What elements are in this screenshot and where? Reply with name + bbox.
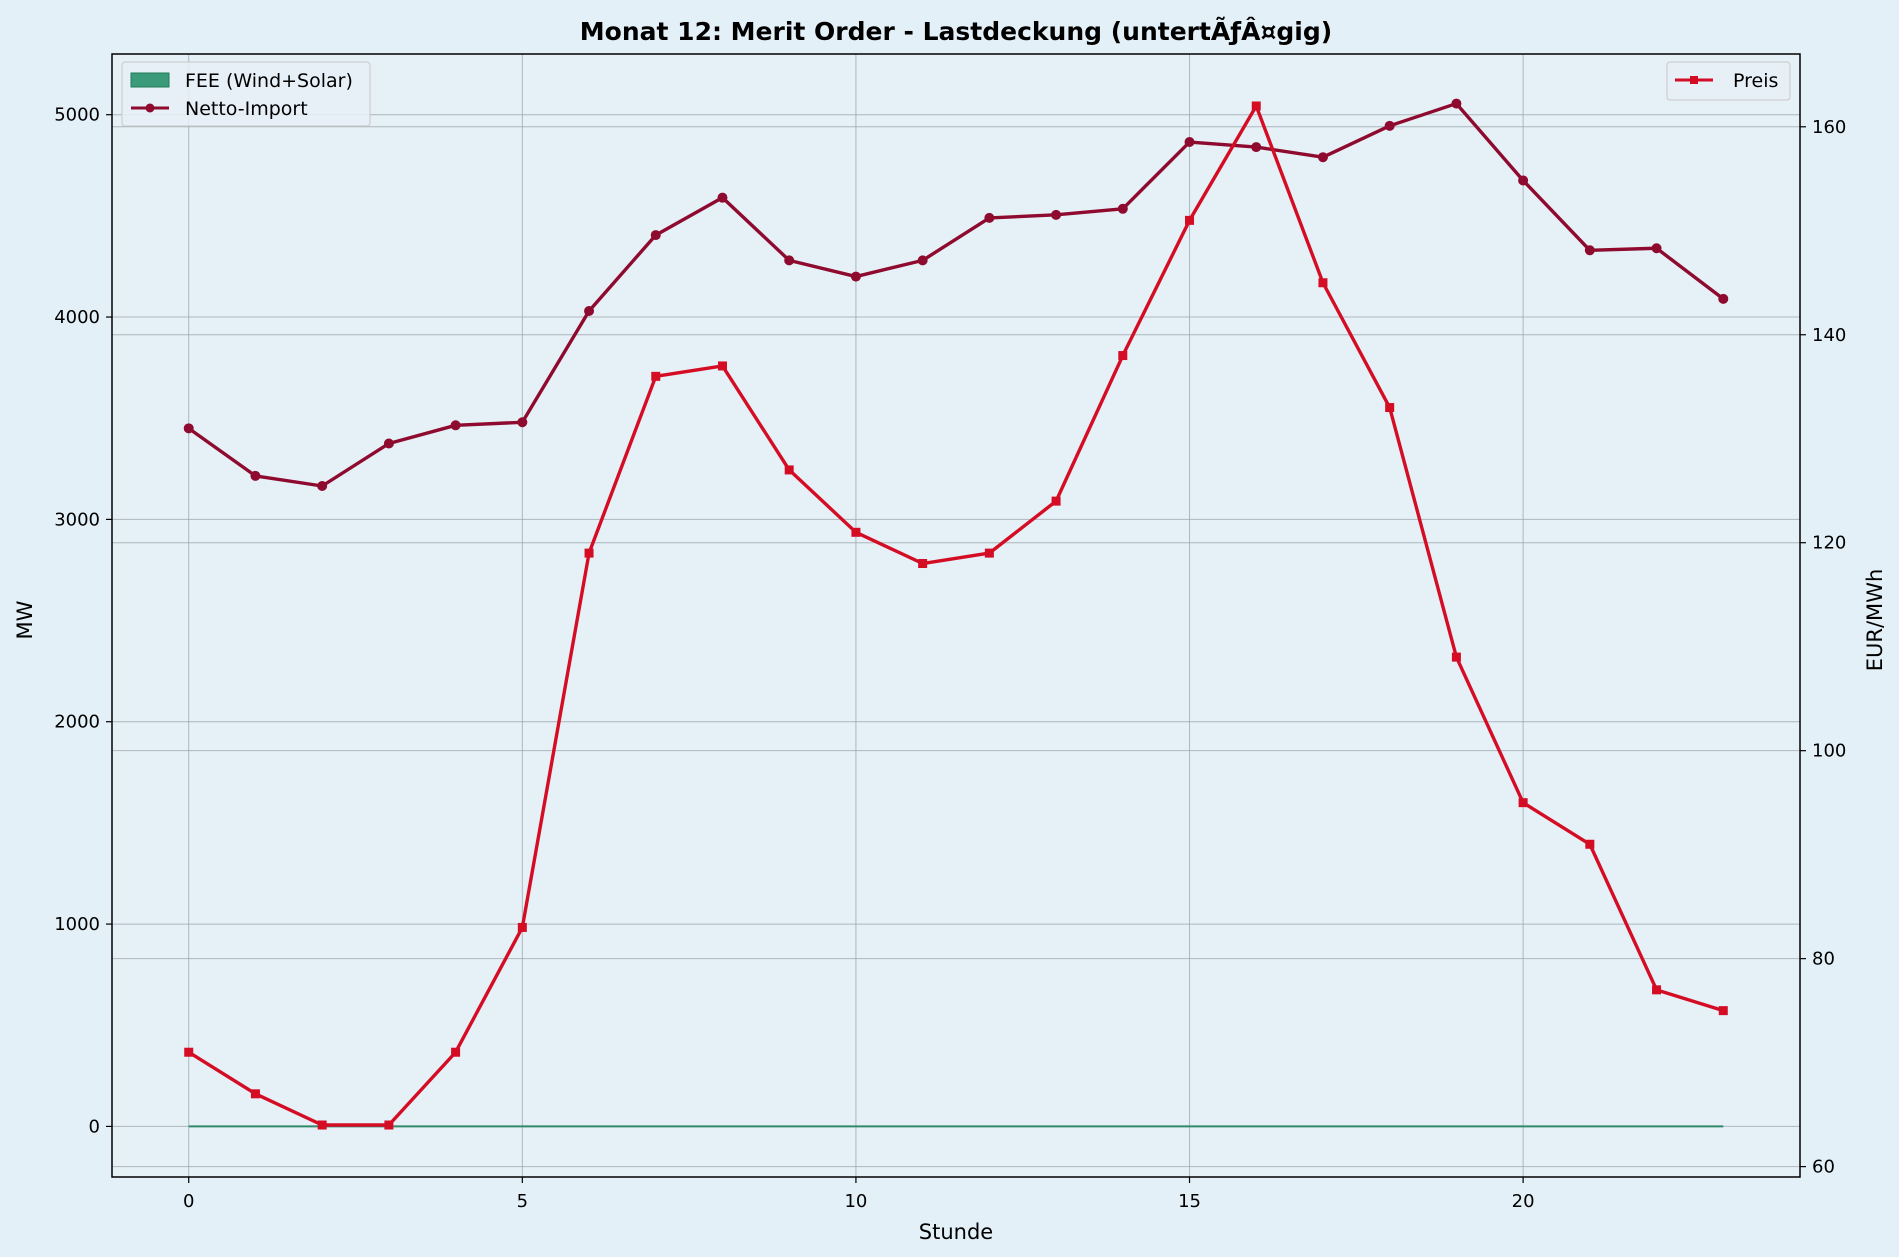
data-point-netto-import bbox=[317, 481, 328, 492]
legend-label-netto-import: Netto-Import bbox=[185, 98, 308, 120]
data-point-preis bbox=[1118, 351, 1128, 361]
x-tick-label: 15 bbox=[1178, 1191, 1201, 1212]
data-point-preis bbox=[384, 1120, 394, 1130]
data-point-preis bbox=[317, 1120, 327, 1130]
data-point-netto-import bbox=[1651, 243, 1662, 254]
axis-ticks: 0 5 10 15 20 0 1000 2000 3000 4000 5000 60 80 100 120 1… bbox=[54, 105, 1846, 1212]
data-point-preis bbox=[517, 922, 527, 932]
legend-right-box bbox=[1666, 61, 1791, 101]
data-point-netto-import bbox=[1718, 293, 1729, 304]
data-point-preis bbox=[918, 559, 928, 569]
y-tick-label: 3000 bbox=[54, 509, 100, 530]
data-point-netto-import bbox=[984, 212, 995, 223]
x-tick-label: 0 bbox=[183, 1191, 194, 1212]
y2-axis-label: EUR/MWh bbox=[1863, 569, 1887, 672]
y2-tick-label: 100 bbox=[1812, 741, 1846, 762]
data-point-preis bbox=[1318, 278, 1328, 288]
data-point-preis bbox=[784, 465, 794, 475]
legend-right: Preis bbox=[1666, 61, 1791, 101]
data-point-preis bbox=[984, 548, 994, 558]
data-point-preis bbox=[1185, 215, 1195, 225]
data-point-preis bbox=[1652, 985, 1662, 995]
data-point-netto-import bbox=[1317, 152, 1328, 163]
data-point-netto-import bbox=[1117, 203, 1128, 214]
y-tick-label: 1000 bbox=[54, 914, 100, 935]
y-tick-label: 5000 bbox=[54, 105, 100, 126]
plot-area bbox=[112, 54, 1800, 1177]
series-line-netto-import bbox=[187, 101, 1725, 488]
data-point-netto-import bbox=[1384, 120, 1395, 131]
data-point-netto-import bbox=[250, 470, 261, 481]
data-point-netto-import bbox=[450, 420, 461, 431]
data-point-preis bbox=[1051, 496, 1061, 506]
data-point-preis bbox=[1251, 101, 1261, 111]
y-tick-label: 4000 bbox=[54, 307, 100, 328]
y2-tick-label: 80 bbox=[1812, 949, 1835, 970]
y2-tick-label: 60 bbox=[1812, 1157, 1835, 1178]
legend-swatch-fee bbox=[130, 72, 170, 88]
data-point-preis bbox=[584, 548, 594, 558]
data-point-netto-import bbox=[183, 423, 194, 434]
data-point-preis bbox=[1518, 798, 1528, 808]
legend-label-preis: Preis bbox=[1733, 70, 1778, 92]
y-tick-label: 2000 bbox=[54, 712, 100, 733]
x-tick-label: 5 bbox=[517, 1191, 528, 1212]
legend-swatch-netto-import-marker bbox=[145, 103, 155, 113]
y2-tick-label: 160 bbox=[1812, 117, 1846, 138]
y-tick-label: 0 bbox=[89, 1116, 100, 1137]
data-point-netto-import bbox=[1051, 209, 1062, 220]
data-point-preis bbox=[851, 527, 861, 537]
data-point-preis bbox=[184, 1047, 194, 1057]
series-line-preis bbox=[187, 104, 1724, 1127]
data-point-preis bbox=[1585, 839, 1595, 849]
data-point-netto-import bbox=[850, 271, 861, 282]
series-markers-layer bbox=[183, 98, 1729, 1130]
data-point-netto-import bbox=[1251, 142, 1262, 153]
data-point-netto-import bbox=[717, 192, 728, 203]
x-tick-label: 20 bbox=[1512, 1191, 1535, 1212]
series-lines-layer bbox=[187, 101, 1725, 1127]
data-point-netto-import bbox=[650, 230, 661, 241]
data-point-preis bbox=[451, 1047, 461, 1057]
data-point-netto-import bbox=[1518, 175, 1529, 186]
data-point-preis bbox=[717, 361, 727, 371]
data-point-netto-import bbox=[584, 305, 595, 316]
data-point-netto-import bbox=[1584, 245, 1595, 256]
data-point-netto-import bbox=[1184, 137, 1195, 148]
legend-swatch-preis-marker bbox=[1690, 76, 1698, 84]
legend-left: FEE (Wind+Solar) Netto-Import bbox=[121, 61, 371, 127]
data-point-preis bbox=[1385, 403, 1395, 413]
data-point-netto-import bbox=[1451, 98, 1462, 109]
grid bbox=[112, 54, 1800, 1177]
x-axis-label: Stunde bbox=[919, 1220, 993, 1244]
y-axis-label: MW bbox=[13, 600, 37, 639]
data-point-netto-import bbox=[784, 255, 795, 266]
data-point-preis bbox=[651, 371, 661, 381]
legend-left-box bbox=[121, 61, 371, 127]
plot-frame bbox=[111, 53, 1801, 1178]
data-point-netto-import bbox=[917, 255, 928, 266]
chart-title: Monat 12: Merit Order - Lastdeckung (unt… bbox=[580, 17, 1332, 46]
x-tick-label: 10 bbox=[844, 1191, 867, 1212]
data-point-preis bbox=[250, 1089, 260, 1099]
y2-tick-label: 120 bbox=[1812, 533, 1846, 554]
data-point-preis bbox=[1718, 1006, 1728, 1016]
data-point-preis bbox=[1451, 652, 1461, 662]
legend-label-fee: FEE (Wind+Solar) bbox=[185, 70, 353, 92]
y2-tick-label: 140 bbox=[1812, 325, 1846, 346]
data-point-netto-import bbox=[517, 417, 528, 428]
data-point-netto-import bbox=[383, 438, 394, 449]
